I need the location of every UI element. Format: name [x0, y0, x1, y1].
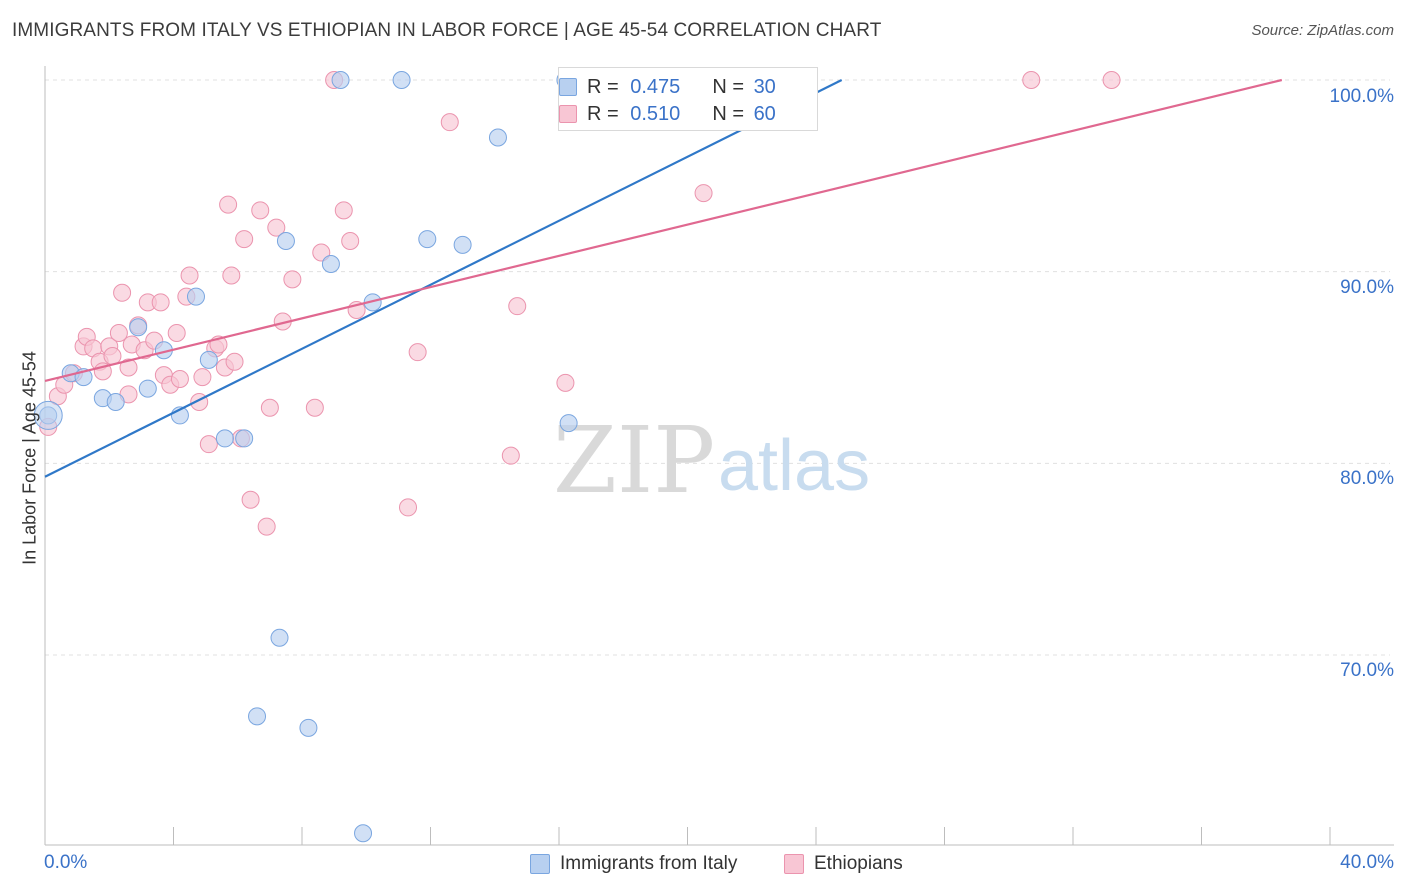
- italy-point: [215, 429, 234, 448]
- data-points: [33, 71, 1121, 843]
- ethiopian-point: [334, 201, 353, 220]
- stats-row-italy: R = 0.475 N = 30: [559, 74, 776, 100]
- ethiopian-point: [151, 293, 170, 312]
- stats-row-ethiopians: R = 0.510 N = 60: [559, 101, 776, 127]
- ethiopian-point: [440, 113, 459, 132]
- ethiopian-point: [109, 324, 128, 342]
- ethiopian-point: [283, 270, 302, 289]
- italy-point: [453, 235, 472, 254]
- ethiopians-r-value: 0.510: [630, 102, 681, 125]
- ethiopians-n-value: 60: [753, 102, 776, 125]
- ethiopians-legend-label: Ethiopians: [814, 853, 903, 874]
- ethiopian-point: [199, 435, 218, 454]
- ethiopian-point: [1102, 71, 1121, 89]
- watermark-zip: ZIP: [553, 407, 715, 514]
- ethiopian-point: [399, 498, 418, 517]
- watermark-atlas: atlas: [718, 426, 870, 506]
- italy-point: [129, 318, 148, 337]
- italy-point: [138, 379, 157, 398]
- stats-legend: R = 0.475 N = 30 R = 0.510 N = 60: [558, 67, 818, 131]
- trend-lines: [44, 78, 1283, 478]
- ethiopians-swatch: [559, 105, 577, 123]
- ethiopian-point: [235, 230, 254, 249]
- y-tick-label: 90.0%: [1340, 277, 1394, 298]
- ethiopian-point: [257, 517, 276, 536]
- italy-point-large: [33, 400, 63, 430]
- ethiopian-point: [508, 297, 527, 316]
- x-tick-label-start: 0.0%: [44, 852, 88, 873]
- italy-point: [106, 393, 125, 411]
- ethiopian-point: [260, 398, 279, 417]
- y-tick-label: 100.0%: [1329, 86, 1394, 107]
- italy-point: [186, 287, 205, 306]
- legend-item-italy: Immigrants from Italy: [530, 852, 737, 876]
- chart-source: Source: ZipAtlas.com: [1251, 22, 1394, 39]
- ethiopian-point: [241, 490, 260, 509]
- r-label: R =: [587, 102, 619, 125]
- ethiopian-point: [219, 195, 238, 214]
- ethiopian-point: [305, 398, 324, 417]
- x-tick-label-end: 40.0%: [1340, 852, 1394, 873]
- italy-point: [321, 255, 340, 273]
- ethiopian-point: [193, 368, 212, 387]
- italy-point: [418, 230, 437, 249]
- italy-point: [235, 429, 254, 448]
- ethiopian-point: [170, 370, 189, 388]
- ethiopian-point: [180, 266, 199, 285]
- ethiopian-trend-line: [44, 78, 1283, 382]
- ethiopian-point: [408, 343, 427, 362]
- italy-point: [199, 350, 218, 369]
- italy-legend-swatch: [530, 854, 550, 874]
- ethiopian-point: [167, 324, 186, 342]
- ethiopian-point: [341, 232, 360, 250]
- n-label: N =: [712, 75, 744, 98]
- legend-item-ethiopians: Ethiopians: [784, 852, 903, 876]
- italy-point: [354, 824, 373, 843]
- italy-swatch: [559, 78, 577, 96]
- ethiopian-point: [251, 201, 270, 220]
- y-axis-title: In Labor Force | Age 45-54: [19, 351, 40, 565]
- italy-point: [392, 71, 411, 89]
- italy-point: [559, 414, 578, 433]
- italy-point: [270, 628, 289, 647]
- chart-title: IMMIGRANTS FROM ITALY VS ETHIOPIAN IN LA…: [12, 20, 882, 41]
- italy-point: [248, 707, 267, 726]
- ethiopian-point: [267, 218, 286, 237]
- grid-lines: [45, 79, 1390, 656]
- ethiopian-point: [312, 243, 331, 262]
- axes: [44, 66, 1394, 846]
- y-tick-label: 70.0%: [1340, 660, 1394, 681]
- italy-n-value: 30: [753, 75, 776, 98]
- ethiopian-point: [556, 373, 575, 392]
- r-label: R =: [587, 75, 619, 98]
- ethiopian-point: [694, 184, 713, 203]
- ethiopian-point: [113, 283, 132, 302]
- italy-point: [276, 232, 295, 250]
- ethiopian-point: [225, 352, 244, 371]
- italy-point: [488, 128, 507, 147]
- italy-point: [299, 718, 318, 737]
- y-tick-label: 80.0%: [1340, 468, 1394, 489]
- ethiopian-point: [119, 358, 138, 377]
- italy-point: [331, 71, 350, 89]
- n-label: N =: [712, 102, 744, 125]
- italy-r-value: 0.475: [630, 75, 681, 98]
- italy-legend-label: Immigrants from Italy: [560, 853, 738, 874]
- watermark: ZIP atlas: [553, 407, 870, 514]
- ethiopian-point: [1022, 71, 1041, 89]
- italy-trend-line: [44, 79, 843, 478]
- ethiopian-point: [501, 446, 520, 465]
- ethiopians-legend-swatch: [784, 854, 804, 874]
- ethiopian-point: [222, 266, 241, 285]
